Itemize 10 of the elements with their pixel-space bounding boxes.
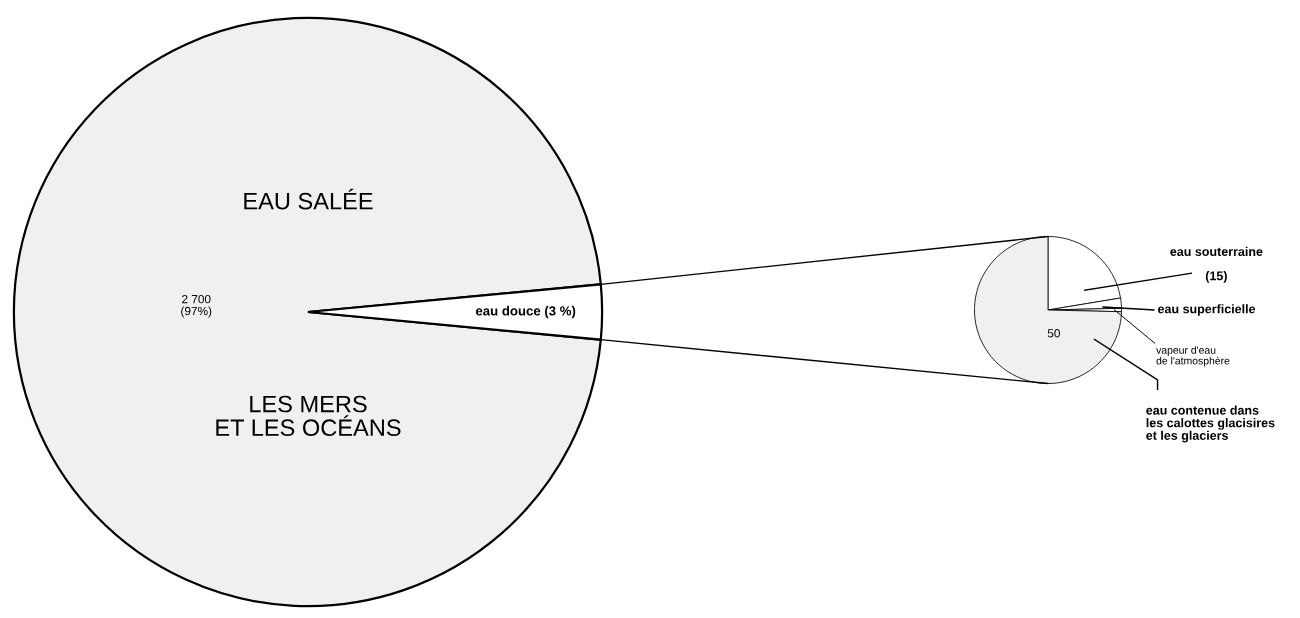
data-label: eau douce (3 %) — [475, 305, 576, 319]
slice-label: eau superficielle — [1158, 304, 1256, 316]
data-label: 2 700 (97%) — [181, 295, 212, 318]
slice-label: EAU SALÉE — [244, 188, 373, 210]
slice-label: eau souterraine — [1170, 246, 1263, 256]
text: LES MERS ET LES OCÉANS — [216, 395, 401, 437]
slice-label: eau contenue dans les calottes glacisires et les glaciers — [1146, 405, 1275, 443]
slice-label: vapeur d'eau de l'atmosphère — [1156, 346, 1230, 367]
data-label: 50 — [1047, 329, 1060, 338]
data-label: (15) — [1205, 271, 1227, 283]
